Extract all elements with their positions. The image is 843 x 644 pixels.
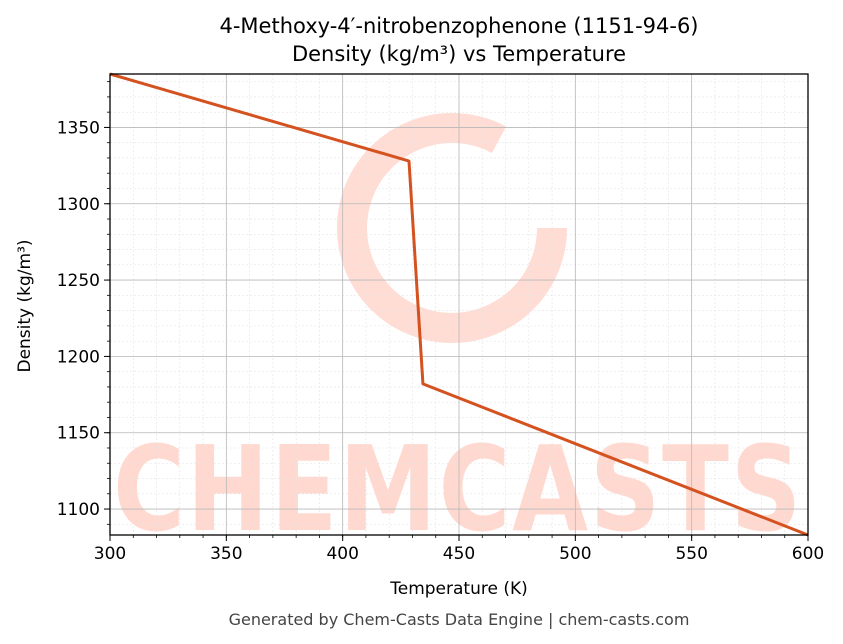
- y-axis-label: Density (kg/m³): [15, 239, 35, 372]
- density-series-line: [109, 72, 809, 537]
- x-tick-label: 550: [675, 544, 707, 564]
- chart-title: 4-Methoxy-4′-nitrobenzophenone (1151-94-…: [219, 14, 698, 38]
- y-tick-label: 1200: [57, 347, 100, 367]
- tick-labels: 300 350 400 450 500 550 600 1100 1150 1200 1250 130…: [57, 118, 824, 564]
- x-axis-label: Temperature (K): [389, 579, 528, 599]
- x-tick-label: 350: [210, 544, 242, 564]
- series-layer: [109, 72, 809, 537]
- x-tick-label: 450: [443, 544, 475, 564]
- y-tick-label: 1150: [57, 424, 100, 444]
- y-tick-label: 1100: [57, 500, 100, 520]
- y-tick-label: 1250: [57, 271, 100, 291]
- y-tick-label: 1300: [57, 195, 100, 215]
- watermark-text: CHEMCASTS: [113, 420, 803, 558]
- x-tick-label: 300: [94, 544, 126, 564]
- x-tick-label: 500: [559, 544, 591, 564]
- x-tick-label: 600: [792, 544, 824, 564]
- axis-ticks: [104, 81, 809, 541]
- y-tick-label: 1350: [57, 118, 100, 138]
- footer-credit: Generated by Chem-Casts Data Engine | ch…: [229, 610, 690, 629]
- x-tick-label: 400: [326, 544, 358, 564]
- chart-subtitle: Density (kg/m³) vs Temperature: [292, 42, 626, 66]
